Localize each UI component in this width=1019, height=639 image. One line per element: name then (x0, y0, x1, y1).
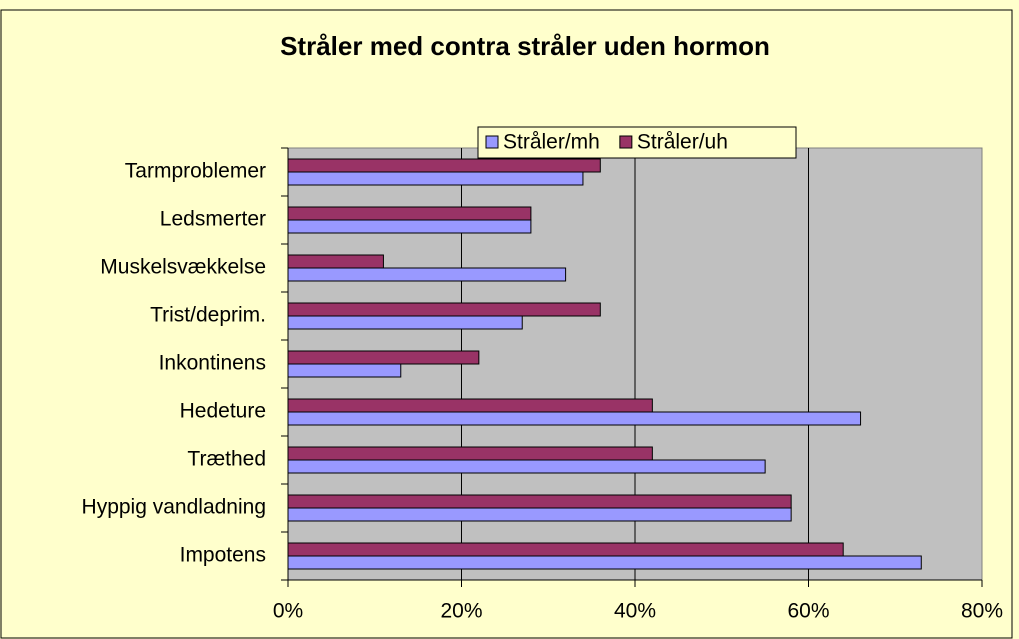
y-tick-label: Hedeture (180, 400, 266, 423)
bar (287, 315, 523, 330)
y-tick-label: Tarmproblemer (125, 160, 266, 183)
y-tick-label: Træthed (187, 448, 266, 471)
bar (287, 494, 792, 509)
bar (287, 398, 653, 413)
bar (287, 411, 862, 426)
chart-border (0, 9, 1013, 639)
bar (287, 267, 567, 282)
bar (287, 350, 480, 365)
y-tick-label: Muskelsvækkelse (100, 256, 266, 279)
legend-label: Stråler/uh (637, 131, 728, 154)
legend-label: Stråler/mh (503, 131, 600, 154)
x-tick-label: 20% (440, 600, 482, 623)
legend-swatch (619, 135, 633, 149)
bar (287, 507, 792, 522)
bar (287, 555, 922, 570)
legend (477, 126, 797, 159)
bar (287, 446, 653, 461)
bar (287, 171, 584, 186)
x-tick-label: 60% (787, 600, 829, 623)
chart-title: Stråler med contra stråler uden hormon (280, 31, 770, 61)
x-tick-label: 80% (961, 600, 1003, 623)
y-tick-label: Hyppig vandladning (82, 496, 266, 519)
y-tick-label: Inkontinens (159, 352, 266, 375)
bar (287, 302, 601, 317)
bar (287, 542, 844, 557)
x-tick-label: 0% (273, 600, 303, 623)
bar (287, 158, 601, 173)
bar (287, 219, 532, 234)
bar (287, 254, 384, 269)
y-tick-label: Trist/deprim. (150, 304, 266, 327)
y-tick-label: Ledsmerter (160, 208, 266, 231)
bar (287, 459, 766, 474)
bar (287, 206, 532, 221)
bar (287, 363, 402, 378)
x-tick-label: 40% (614, 600, 656, 623)
y-tick-label: Impotens (180, 544, 266, 567)
legend-swatch (485, 135, 499, 149)
